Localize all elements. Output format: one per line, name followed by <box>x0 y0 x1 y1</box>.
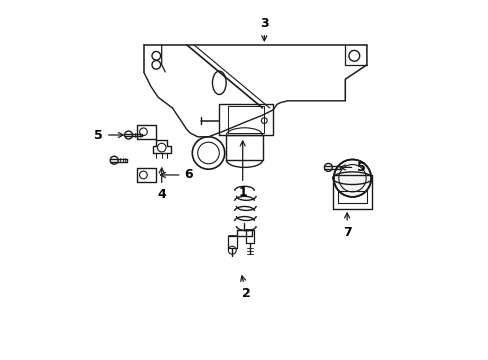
Text: 6: 6 <box>160 168 193 181</box>
Text: 5: 5 <box>340 161 365 174</box>
Circle shape <box>333 159 370 197</box>
Circle shape <box>192 137 224 169</box>
Text: 1: 1 <box>238 141 246 199</box>
Text: 3: 3 <box>260 17 268 41</box>
Text: 7: 7 <box>342 213 351 239</box>
Text: 5: 5 <box>94 129 123 141</box>
Text: 2: 2 <box>240 276 250 300</box>
Text: 4: 4 <box>157 168 166 201</box>
